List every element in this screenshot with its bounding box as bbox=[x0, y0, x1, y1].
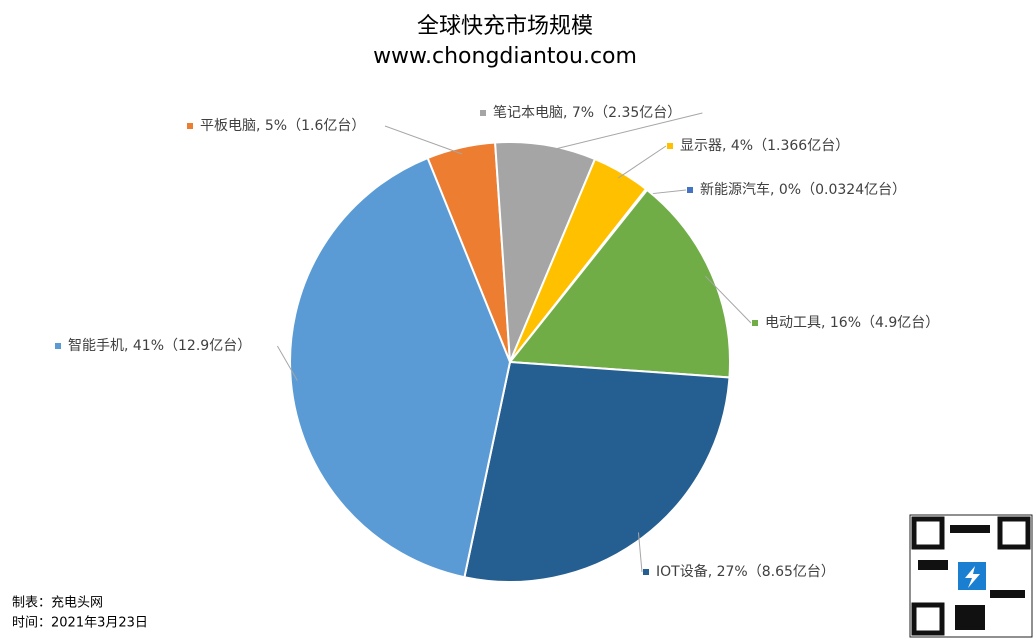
leader-line bbox=[384, 125, 463, 155]
qr-code bbox=[909, 514, 1033, 638]
leader-line bbox=[276, 345, 298, 381]
pie-slice bbox=[289, 156, 512, 579]
data-label: 新能源汽车, 0%（0.0324亿台） bbox=[700, 181, 906, 198]
data-label: 笔记本电脑, 7%（2.35亿台） bbox=[493, 105, 681, 121]
data-label: 显示器, 4%（1.366亿台） bbox=[680, 138, 849, 154]
leader-line bbox=[637, 532, 643, 573]
pie-slice bbox=[463, 360, 731, 583]
chart-subtitle: www.chongdiantou.com bbox=[373, 44, 637, 69]
data-label: IOT设备, 27%（8.65亿台） bbox=[656, 563, 835, 580]
pie-slice bbox=[494, 141, 597, 363]
legend-marker bbox=[55, 343, 61, 349]
footer-date: 时间：2021年3月23日 bbox=[12, 616, 148, 631]
leader-line bbox=[617, 145, 667, 179]
legend-marker bbox=[480, 110, 486, 116]
legend-marker bbox=[752, 320, 758, 326]
legend-marker bbox=[187, 123, 193, 129]
data-label: 平板电脑, 5%（1.6亿台） bbox=[200, 118, 365, 134]
chart-title: 全球快充市场规模 bbox=[417, 14, 593, 39]
leader-line bbox=[705, 275, 752, 324]
legend-marker bbox=[687, 187, 693, 193]
legend-marker bbox=[667, 143, 673, 149]
pie-slice bbox=[508, 188, 731, 379]
footer-maker: 制表：充电头网 bbox=[12, 595, 103, 611]
data-label: 电动工具, 16%（4.9亿台） bbox=[765, 315, 939, 331]
legend-marker bbox=[643, 569, 649, 575]
leader-line bbox=[544, 112, 703, 152]
data-label: 智能手机, 41%（12.9亿台） bbox=[68, 338, 251, 354]
